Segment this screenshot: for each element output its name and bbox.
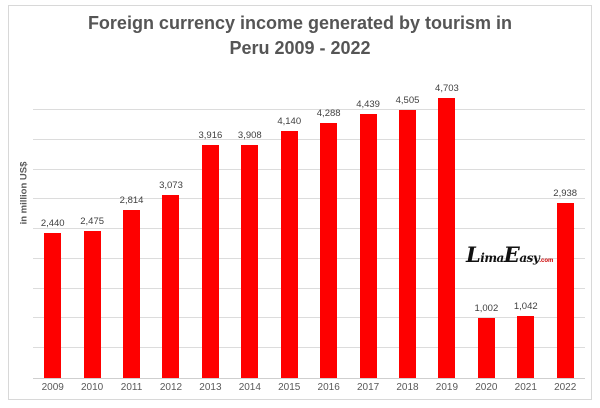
bar-slot-2020: 1,002 bbox=[467, 70, 506, 378]
bar-2013 bbox=[201, 145, 219, 378]
bar-value-label-2019: 4,703 bbox=[435, 83, 459, 94]
x-axis-label-2013: 2013 bbox=[199, 382, 222, 393]
x-axis-label-2016: 2016 bbox=[317, 382, 340, 393]
logo-word-easy: Easy bbox=[503, 242, 540, 267]
x-axis-label-2018: 2018 bbox=[396, 382, 419, 393]
bar-value-label-2017: 4,439 bbox=[356, 99, 380, 110]
bar-value-label-2009: 2,440 bbox=[40, 218, 65, 229]
gridline-3500 bbox=[33, 168, 585, 170]
x-axis-labels: 2009 2010 2011 2012 2013 2014 2015 2016 2017 2018… bbox=[33, 382, 585, 393]
bar-2021 bbox=[517, 316, 535, 378]
chart-title: Foreign currency income generated by tou… bbox=[0, 11, 600, 61]
bar-slot-2009: 2,440 bbox=[33, 70, 72, 378]
y-axis-title: in million US$ bbox=[18, 161, 30, 225]
bar-value-label-2015: 4,140 bbox=[277, 116, 302, 127]
x-axis-label-2015: 2015 bbox=[278, 382, 301, 393]
bar-2014 bbox=[241, 145, 259, 378]
plot-area: 2,440 2,475 2,814 3,073 3,916 3,908 4,140 4,288… bbox=[33, 83, 585, 379]
bar-slot-2019: 4,703 bbox=[427, 70, 466, 378]
bar-value-label-2018: 4,505 bbox=[395, 95, 420, 106]
x-axis-label-2021: 2021 bbox=[514, 382, 537, 393]
gridline-4000 bbox=[33, 138, 585, 140]
x-axis-label-2009: 2009 bbox=[41, 382, 64, 393]
bar-value-label-2011: 2,814 bbox=[119, 195, 144, 206]
bar-slot-2013: 3,916 bbox=[191, 70, 230, 378]
bar-slot-2022: 2,938 bbox=[545, 70, 584, 378]
limaeasy-logo: LimaEasy.com bbox=[466, 242, 553, 267]
bar-value-label-2010: 2,475 bbox=[80, 216, 105, 227]
bar-value-label-2014: 3,908 bbox=[237, 130, 262, 141]
gridline-4500 bbox=[33, 109, 585, 110]
bar-2017 bbox=[359, 114, 377, 378]
logo-word-lima: Lima bbox=[466, 242, 504, 267]
bar-2019 bbox=[438, 98, 456, 378]
bar-value-label-2020: 1,002 bbox=[474, 303, 499, 314]
bar-slot-2011: 2,814 bbox=[112, 70, 151, 378]
x-axis-label-2019: 2019 bbox=[435, 382, 459, 393]
bar-2020 bbox=[477, 318, 495, 378]
chart-title-line-2: Peru 2009 - 2022 bbox=[229, 38, 371, 58]
gridline-3000 bbox=[33, 198, 585, 200]
bar-2012 bbox=[162, 195, 180, 378]
gridline-1500 bbox=[33, 287, 585, 289]
bar-slot-2012: 3,073 bbox=[151, 70, 190, 378]
bar-value-label-2022: 2,938 bbox=[553, 188, 578, 199]
bar-slot-2014: 3,908 bbox=[230, 70, 269, 378]
bar-2018 bbox=[399, 110, 416, 378]
gridline-2500 bbox=[33, 228, 585, 230]
bar-2009 bbox=[44, 233, 62, 378]
x-axis-label-2017: 2017 bbox=[356, 382, 380, 393]
gridline-1000 bbox=[33, 317, 585, 319]
gridline-500 bbox=[33, 347, 585, 349]
bars-row: 2,440 2,475 2,814 3,073 3,916 3,908 4,140 4,288… bbox=[33, 70, 585, 378]
bar-slot-2015: 4,140 bbox=[270, 70, 309, 378]
bar-2011 bbox=[123, 210, 141, 378]
bar-value-label-2013: 3,916 bbox=[198, 130, 223, 141]
bar-slot-2010: 2,475 bbox=[72, 70, 111, 378]
bar-2022 bbox=[556, 203, 574, 378]
chart-title-line-1: Foreign currency income generated by tou… bbox=[87, 13, 513, 33]
x-axis-label-2014: 2014 bbox=[238, 382, 261, 393]
x-axis-label-2010: 2010 bbox=[81, 382, 104, 393]
x-axis-label-2012: 2012 bbox=[159, 382, 183, 393]
bar-slot-2018: 4,505 bbox=[388, 70, 427, 378]
logo-suffix: .com bbox=[539, 258, 554, 264]
x-axis-label-2011: 2011 bbox=[120, 382, 143, 393]
x-axis-line bbox=[33, 378, 585, 379]
bar-slot-2017: 4,439 bbox=[348, 70, 387, 378]
bar-2016 bbox=[320, 123, 338, 378]
bar-slot-2016: 4,288 bbox=[309, 70, 348, 378]
bar-2010 bbox=[83, 231, 101, 378]
x-axis-label-2022: 2022 bbox=[554, 382, 577, 393]
bar-2015 bbox=[280, 131, 298, 378]
x-axis-label-2020: 2020 bbox=[475, 382, 498, 393]
bar-value-label-2021: 1,042 bbox=[513, 301, 538, 312]
bar-value-label-2012: 3,073 bbox=[159, 180, 183, 191]
bar-value-label-2016: 4,288 bbox=[316, 108, 341, 119]
gridline-2000 bbox=[33, 257, 585, 259]
bar-slot-2021: 1,042 bbox=[506, 70, 545, 378]
